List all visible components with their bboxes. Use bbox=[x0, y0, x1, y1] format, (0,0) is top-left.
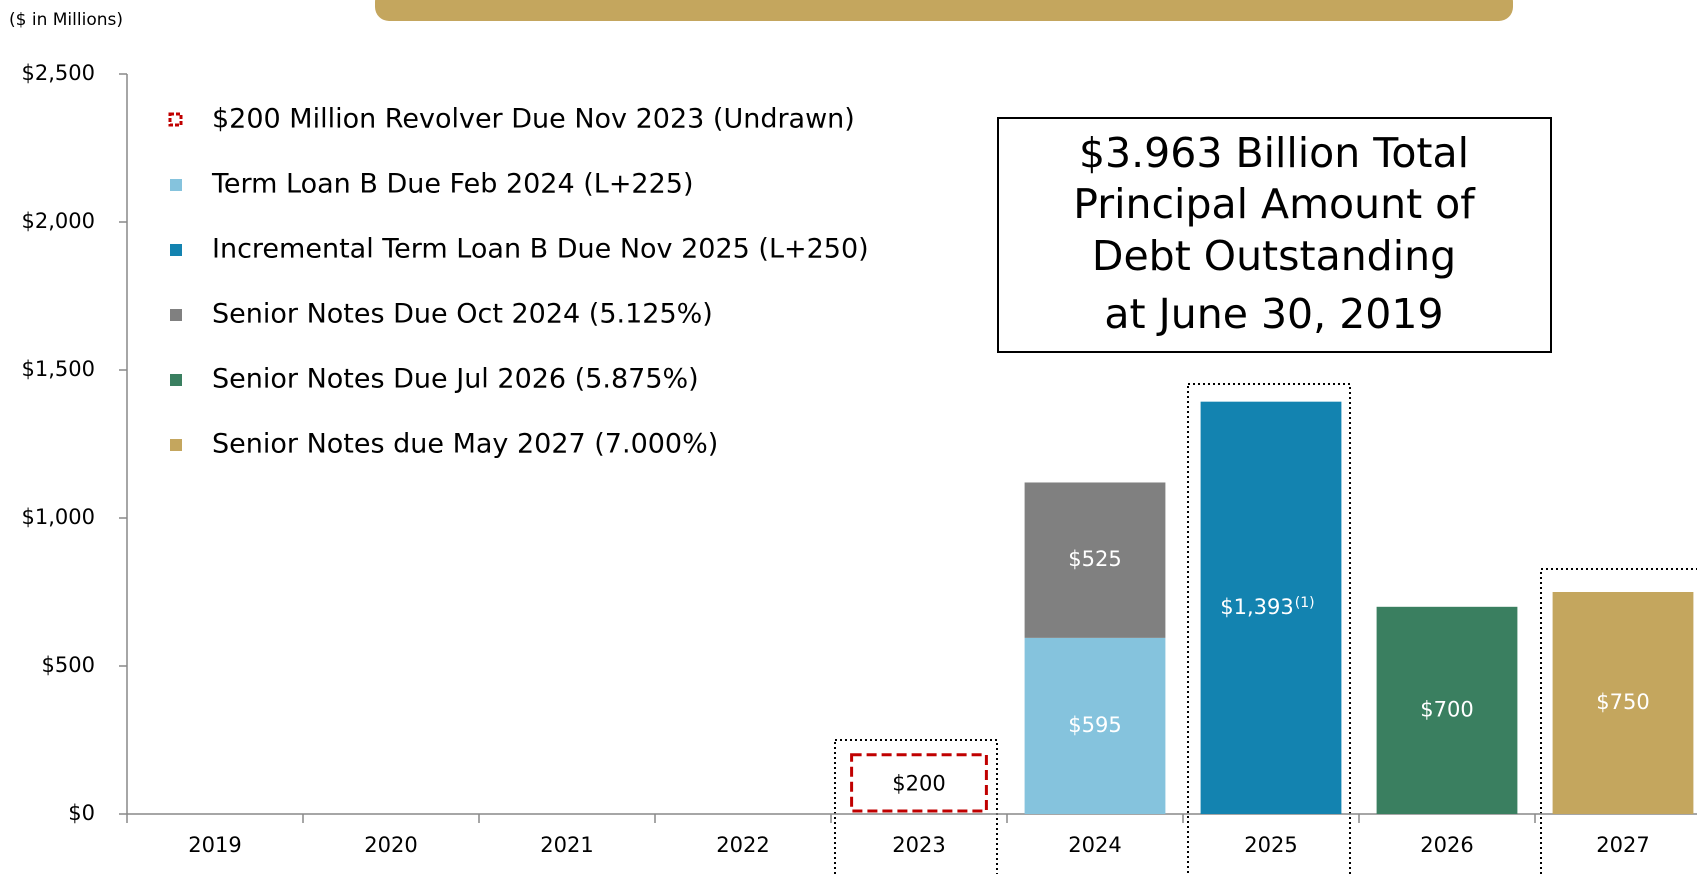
annotation-box bbox=[997, 117, 1552, 353]
value-label: $200 bbox=[892, 771, 945, 795]
bar bbox=[1200, 401, 1342, 814]
y-tick-label: $1,000 bbox=[22, 505, 95, 529]
bar bbox=[1376, 606, 1518, 814]
legend-marker bbox=[170, 244, 182, 256]
x-tick-label: 2021 bbox=[540, 833, 593, 857]
bar bbox=[1552, 592, 1694, 814]
y-tick-label: $2,000 bbox=[22, 209, 95, 233]
header-bar bbox=[375, 0, 1513, 21]
bar bbox=[1024, 482, 1166, 638]
x-tick-label: 2022 bbox=[716, 833, 769, 857]
bar bbox=[1024, 637, 1166, 814]
bar bbox=[850, 753, 988, 813]
value-label: $750 bbox=[1596, 690, 1649, 714]
annotation-line: $3.963 Billion Total bbox=[1079, 129, 1469, 177]
legend-marker bbox=[170, 439, 182, 451]
value-label: $525 bbox=[1068, 547, 1121, 571]
y-tick-label: $500 bbox=[42, 653, 95, 677]
annotation-line: at June 30, 2019 bbox=[1104, 290, 1443, 338]
y-tick-label: $0 bbox=[68, 801, 95, 825]
legend-label: Term Loan B Due Feb 2024 (L+225) bbox=[211, 169, 694, 200]
legend-label: Incremental Term Loan B Due Nov 2025 (L+… bbox=[212, 234, 869, 265]
legend-label: $200 Million Revolver Due Nov 2023 (Undr… bbox=[212, 104, 855, 135]
legend-label: Senior Notes Due Jul 2026 (5.875%) bbox=[212, 364, 699, 395]
value-label: $1,393 bbox=[1220, 595, 1293, 619]
highlight-box bbox=[1187, 383, 1351, 874]
legend-marker bbox=[170, 374, 182, 386]
highlight-box bbox=[834, 739, 998, 874]
x-tick-label: 2025 bbox=[1244, 833, 1297, 857]
unit-note: ($ in Millions) bbox=[9, 10, 123, 30]
x-tick-label: 2024 bbox=[1068, 833, 1121, 857]
value-label-note: (1) bbox=[1295, 595, 1315, 611]
legend-marker bbox=[170, 309, 182, 321]
legend-label: Senior Notes due May 2027 (7.000%) bbox=[212, 429, 718, 460]
highlight-box bbox=[1540, 568, 1697, 874]
y-tick-label: $1,500 bbox=[22, 357, 95, 381]
value-label: $595 bbox=[1068, 713, 1121, 737]
x-tick-label: 2026 bbox=[1420, 833, 1473, 857]
x-tick-label: 2019 bbox=[188, 833, 241, 857]
legend-marker bbox=[170, 179, 182, 191]
annotation-line: Debt Outstanding bbox=[1092, 232, 1456, 280]
x-tick-label: 2023 bbox=[892, 833, 945, 857]
y-tick-label: $2,500 bbox=[22, 61, 95, 85]
legend-label: Senior Notes Due Oct 2024 (5.125%) bbox=[212, 299, 713, 330]
value-label: $700 bbox=[1420, 697, 1473, 721]
x-tick-label: 2020 bbox=[364, 833, 417, 857]
legend-marker bbox=[168, 112, 183, 127]
x-tick-label: 2027 bbox=[1596, 833, 1649, 857]
annotation-line: Principal Amount of bbox=[1073, 180, 1476, 228]
